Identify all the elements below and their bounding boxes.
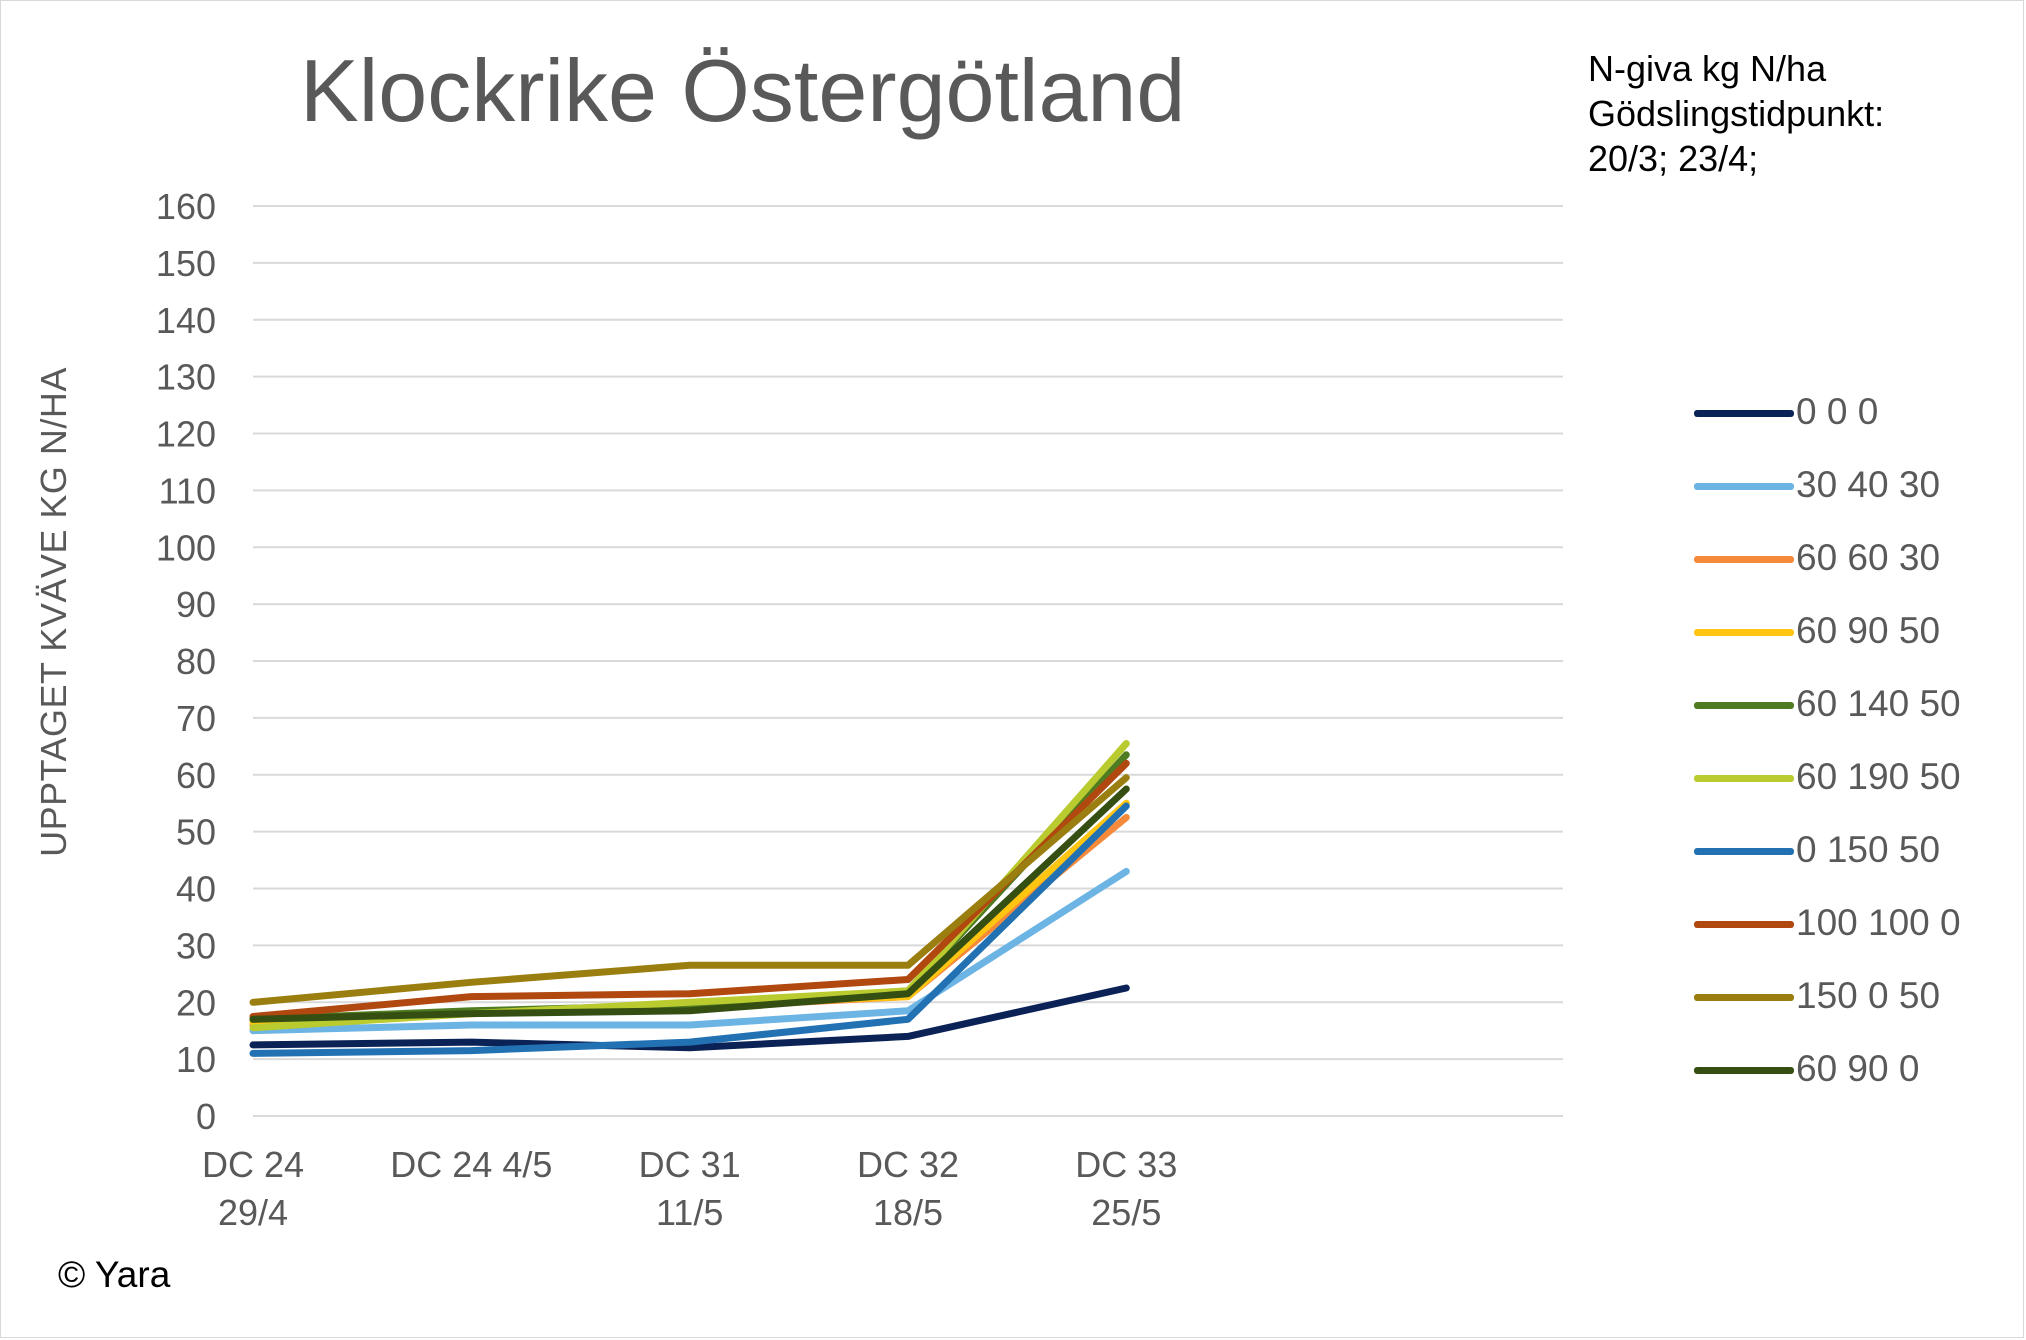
legend-swatch <box>1694 629 1794 636</box>
legend-label: 60 90 50 <box>1796 610 1941 651</box>
legend-label: 0 0 0 <box>1796 391 1879 432</box>
legend-label: 60 60 30 <box>1796 537 1941 578</box>
legend-swatch <box>1694 1067 1794 1074</box>
legend-item: 60 90 50 <box>1694 607 2014 657</box>
legend-item: 60 140 50 <box>1694 680 2014 730</box>
series-line-1 <box>249 984 1130 1052</box>
x-axis-ticks: DC 24 29/4 DC 24 4/5 DC 31 11/5 DC 32 18/5 DC 3… <box>202 1144 1177 1233</box>
y-axis-label: UPPTAGET KVÄVE KG N/HA <box>33 367 74 857</box>
legend-label: 60 190 50 <box>1796 756 1961 797</box>
x-tick-label: DC 24 4/5 <box>390 1144 552 1185</box>
legend-item: 60 190 50 <box>1694 753 2014 803</box>
x-tick-label: DC 33 <box>1075 1144 1177 1185</box>
y-tick-label: 120 <box>156 414 216 455</box>
y-tick-label: 10 <box>176 1039 216 1080</box>
legend-swatch <box>1694 921 1794 928</box>
fertilization-note: N-giva kg N/ha Gödslingstidpunkt: 20/3; … <box>1588 46 1884 181</box>
y-tick-label: 130 <box>156 357 216 398</box>
x-tick-label: DC 31 <box>639 1144 741 1185</box>
note-line-dates: 20/3; 23/4; <box>1588 138 1759 179</box>
legend-swatch <box>1694 702 1794 709</box>
y-tick-label: 30 <box>176 925 216 966</box>
y-tick-label: 70 <box>176 698 216 739</box>
y-tick-label: 40 <box>176 869 216 910</box>
legend-item: 30 40 30 <box>1694 461 2014 511</box>
series-line-10 <box>249 785 1130 1023</box>
legend-label: 150 0 50 <box>1796 975 1941 1016</box>
chart-title: Klockrike Östergötland <box>300 41 1186 140</box>
y-tick-label: 160 <box>156 186 216 227</box>
legend-swatch <box>1694 410 1794 417</box>
x-tick-label: DC 24 <box>202 1144 304 1185</box>
series-line-7 <box>249 802 1130 1057</box>
y-tick-label: 100 <box>156 527 216 568</box>
legend-label: 30 40 30 <box>1796 464 1941 505</box>
series-lines <box>249 740 1130 1057</box>
x-tick-label: 25/5 <box>1091 1192 1161 1233</box>
legend-label: 60 140 50 <box>1796 683 1961 724</box>
legend-swatch <box>1694 848 1794 855</box>
legend-label: 0 150 50 <box>1796 829 1941 870</box>
y-tick-label: 110 <box>159 470 216 511</box>
copyright-text: © Yara <box>58 1254 171 1295</box>
y-tick-label: 60 <box>176 755 216 796</box>
legend-label: 60 90 0 <box>1796 1048 1920 1089</box>
legend-item: 100 100 0 <box>1694 899 2014 949</box>
y-tick-label: 50 <box>176 812 216 853</box>
y-axis-ticks: 0 10 20 30 40 50 60 70 80 90 100 110 120 130 140 150 160 <box>156 186 216 1137</box>
series-line-8 <box>249 759 1130 1020</box>
note-line-rate: N-giva kg N/ha <box>1588 48 1827 89</box>
gridlines <box>253 205 1563 1117</box>
x-tick-label: DC 32 <box>857 1144 959 1185</box>
x-tick-label: 29/4 <box>218 1192 288 1233</box>
y-tick-label: 80 <box>176 641 216 682</box>
legend-label: 100 100 0 <box>1796 902 1961 943</box>
y-tick-label: 150 <box>156 243 216 284</box>
y-tick-label: 20 <box>176 982 216 1023</box>
legend-item: 150 0 50 <box>1694 972 2014 1022</box>
y-tick-label: 140 <box>156 300 216 341</box>
x-tick-label: 18/5 <box>873 1192 943 1233</box>
x-tick-label: 11/5 <box>656 1192 723 1233</box>
legend-item: 60 90 0 <box>1694 1045 2014 1095</box>
y-tick-label: 0 <box>196 1096 216 1137</box>
legend-item: 0 150 50 <box>1694 826 2014 876</box>
note-line-timing-label: Gödslingstidpunkt: <box>1588 93 1885 134</box>
legend-item: 0 0 0 <box>1694 388 2014 438</box>
series-line-9 <box>249 774 1130 1006</box>
legend-item: 60 60 30 <box>1694 534 2014 584</box>
y-tick-label: 90 <box>176 584 216 625</box>
series-line-2 <box>249 867 1130 1035</box>
legend-swatch <box>1694 775 1794 782</box>
legend-swatch <box>1694 483 1794 490</box>
legend-swatch <box>1694 556 1794 563</box>
legend-swatch <box>1694 994 1794 1001</box>
